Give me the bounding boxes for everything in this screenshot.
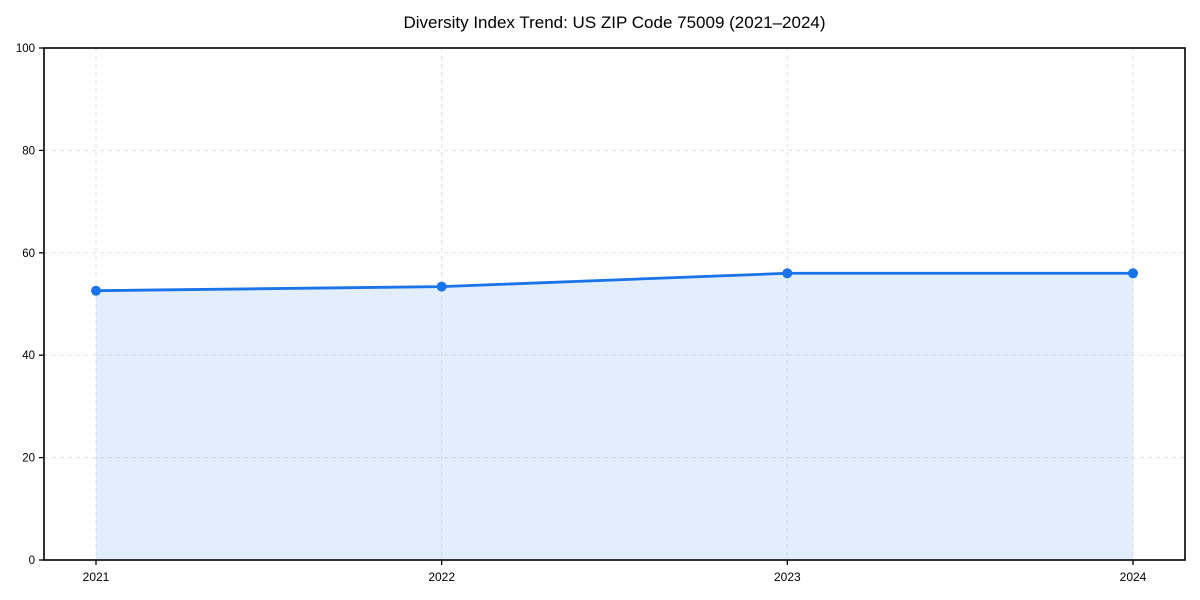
y-tick-label-40: 40 [22, 350, 35, 362]
x-tick-label-2021: 2021 [83, 570, 110, 584]
series-area-fill [96, 273, 1133, 560]
y-tick-label-100: 100 [16, 43, 35, 55]
data-point-2023 [782, 268, 793, 279]
series-line [94, 271, 1135, 293]
chart-title: Diversity Index Trend: US ZIP Code 75009… [403, 13, 826, 32]
y-tick-label-60: 60 [22, 248, 35, 260]
data-point-2024 [1128, 268, 1138, 279]
axes-spines [43, 47, 1186, 561]
x-tick-label-2023: 2023 [774, 570, 801, 584]
y-tick-label-80: 80 [22, 145, 35, 157]
y-tick-label-20: 20 [22, 453, 35, 465]
x-tick-label-2022: 2022 [428, 570, 455, 584]
x-tick-label-2024: 2024 [1120, 570, 1147, 584]
data-point-2022 [436, 281, 447, 292]
data-point-2021 [91, 285, 101, 296]
y-tick-label-0: 0 [29, 555, 35, 567]
